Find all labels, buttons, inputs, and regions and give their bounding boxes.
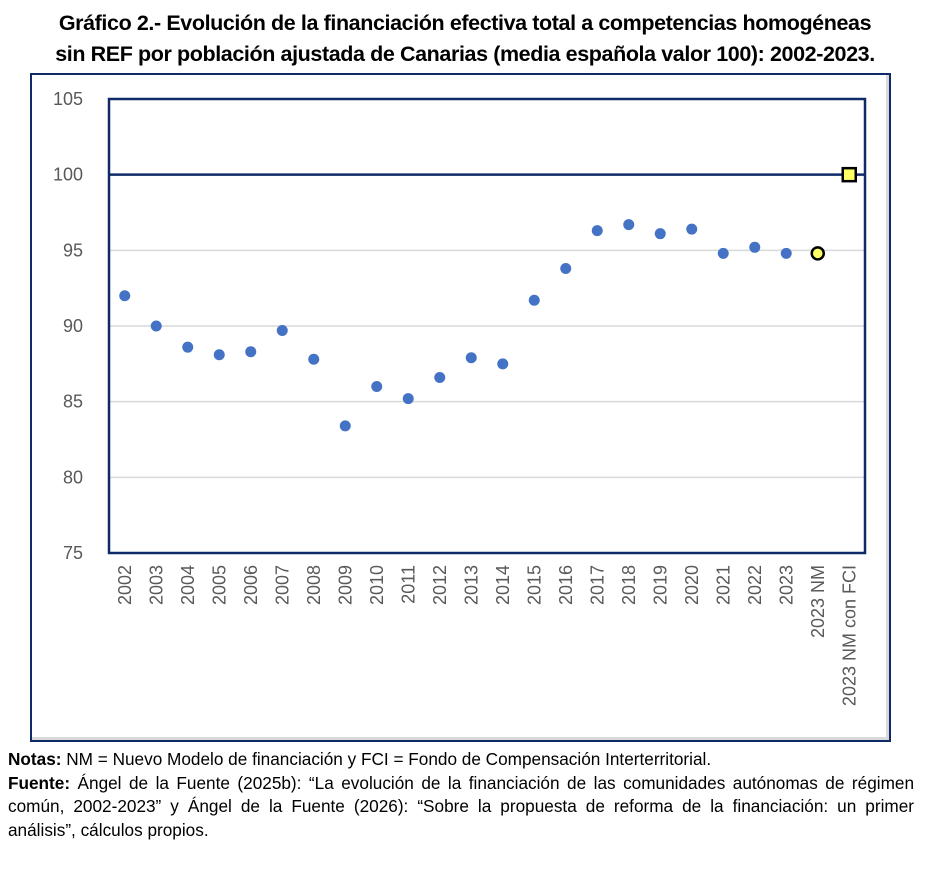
notes-label: Notas:: [8, 749, 62, 769]
x-tick-label: 2011: [398, 565, 418, 604]
data-point: [150, 320, 162, 332]
x-tick-label: 2010: [367, 565, 387, 605]
notes-block: Notas: NM = Nuevo Modelo de financiación…: [8, 748, 914, 842]
chart-frame: [30, 73, 891, 742]
x-tick-label: 2023 NM con FCI: [839, 565, 859, 706]
notes-text: NM = Nuevo Modelo de financiación y FCI …: [61, 749, 712, 769]
data-point: [276, 325, 288, 337]
x-tick-label: 2023 NM: [808, 565, 828, 638]
x-tick-label: 2017: [587, 565, 607, 605]
data-points: [119, 166, 857, 432]
gridlines: [109, 249, 865, 479]
data-point: [213, 349, 225, 361]
y-tick-label: 95: [63, 240, 83, 260]
x-tick-label: 2019: [650, 565, 670, 605]
x-tick-label: 2023: [776, 565, 796, 605]
x-tick-label: 2007: [272, 565, 292, 605]
data-point: [560, 262, 572, 274]
data-point: [339, 420, 351, 432]
x-axis-ticks: 2002 2003 2004 2005 2006 2007 2008 2009 2010 2011…: [115, 565, 860, 706]
data-point: [686, 223, 698, 235]
data-point: [402, 393, 414, 405]
y-tick-label: 90: [63, 316, 83, 336]
data-point: [497, 358, 509, 370]
data-point: [465, 352, 477, 364]
x-tick-label: 2013: [461, 565, 481, 605]
x-tick-label: 2020: [682, 565, 702, 605]
data-point-2023-nm: [810, 246, 825, 261]
x-tick-label: 2003: [146, 565, 166, 605]
data-point: [371, 381, 383, 393]
x-tick-label: 2015: [524, 565, 544, 605]
data-point: [623, 219, 635, 231]
y-tick-label: 80: [63, 467, 83, 487]
x-tick-label: 2022: [745, 565, 765, 605]
chart-title-line-2: sin REF por población ajustada de Canari…: [55, 42, 875, 66]
source-text: Ángel de la Fuente (2025b): “La evolució…: [8, 772, 914, 840]
data-point: [245, 346, 257, 358]
plot-area-border: [107, 97, 867, 555]
chart-title-line-1: Gráfico 2.- Evolución de la financiación…: [58, 11, 872, 35]
notes-line: Notas: NM = Nuevo Modelo de financiación…: [8, 748, 914, 772]
x-tick-label: 2002: [115, 565, 135, 605]
x-tick-label: 2016: [556, 565, 576, 605]
x-tick-label: 2006: [241, 565, 261, 605]
y-tick-label: 105: [53, 89, 83, 109]
data-point: [308, 353, 320, 365]
x-tick-label: 2018: [619, 565, 639, 605]
data-point: [119, 290, 131, 302]
x-tick-label: 2014: [493, 565, 513, 605]
source-label: Fuente:: [8, 772, 71, 793]
x-tick-label: 2004: [178, 565, 198, 605]
y-tick-label: 85: [63, 392, 83, 412]
data-point: [780, 247, 792, 259]
x-tick-label: 2009: [335, 565, 355, 605]
chart-title: Gráfico 2.- Evolución de la financiación…: [0, 8, 930, 70]
data-point: [528, 294, 540, 306]
data-point: [434, 371, 446, 383]
data-point: [717, 247, 729, 259]
y-tick-label: 75: [63, 543, 83, 563]
x-tick-label: 2008: [304, 565, 324, 605]
source-line: Fuente: Ángel de la Fuente (2025b): “La …: [8, 772, 914, 843]
x-tick-label: 2012: [430, 565, 450, 605]
data-point: [182, 341, 194, 353]
data-point-2023-nm-con-fci: [841, 166, 857, 183]
y-axis-ticks: 75 80 85 90 95 100 105: [53, 89, 83, 563]
x-tick-label: 2005: [209, 565, 229, 605]
data-point: [749, 241, 761, 253]
data-point: [654, 228, 666, 240]
x-tick-label: 2021: [713, 565, 733, 605]
data-point: [591, 225, 603, 237]
y-tick-label: 100: [53, 165, 83, 185]
